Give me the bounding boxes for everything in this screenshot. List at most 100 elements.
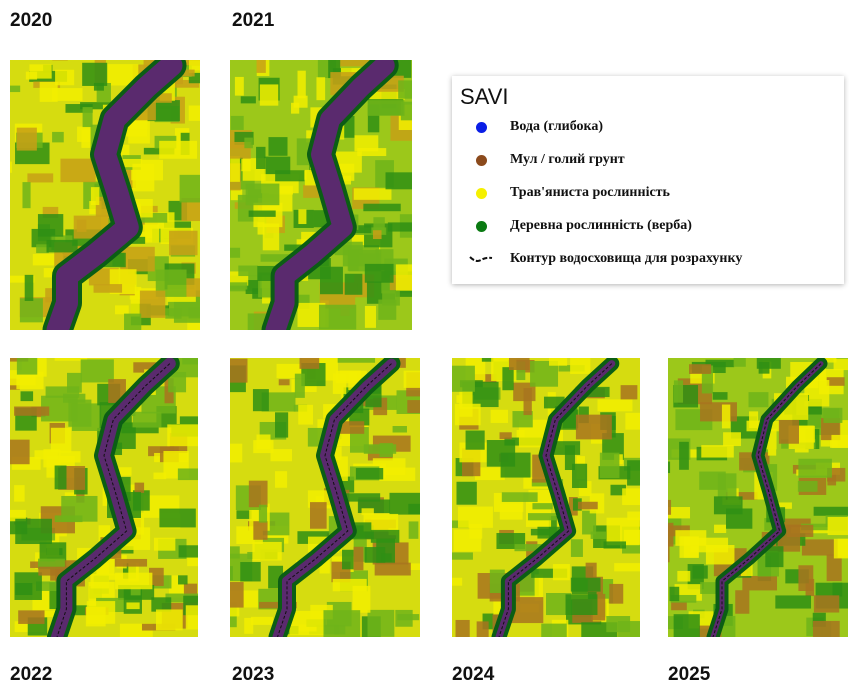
reservoir — [46, 60, 183, 330]
legend-dot — [475, 121, 487, 133]
field — [316, 77, 326, 101]
field — [361, 508, 374, 516]
reservoir-contour — [712, 363, 822, 637]
field — [102, 573, 125, 580]
field — [298, 209, 307, 225]
field — [60, 158, 96, 183]
field — [385, 172, 412, 190]
field — [19, 298, 43, 323]
satellite-map — [452, 358, 640, 637]
field — [120, 158, 143, 168]
field — [275, 170, 305, 182]
field — [262, 223, 280, 251]
field — [65, 104, 93, 113]
field — [673, 614, 700, 637]
field — [452, 577, 463, 586]
field — [55, 69, 75, 86]
field — [132, 411, 162, 428]
field — [572, 498, 582, 511]
field — [186, 278, 200, 297]
field — [179, 416, 198, 424]
field — [610, 484, 626, 496]
legend-symbol — [466, 252, 496, 266]
legend-label: Трав'яниста рослинність — [510, 185, 670, 200]
year-label: 2020 — [10, 10, 53, 31]
field — [669, 586, 680, 602]
field — [801, 523, 830, 531]
field — [143, 147, 175, 155]
field — [590, 531, 606, 539]
field — [153, 537, 176, 551]
field — [253, 521, 268, 540]
field — [345, 493, 381, 502]
field — [714, 524, 727, 534]
year-label: 2021 — [232, 10, 275, 31]
field — [244, 617, 254, 634]
field — [93, 82, 104, 91]
field — [46, 239, 78, 253]
legend-label: Контур водосховища для розрахунку — [510, 251, 743, 266]
field — [476, 621, 489, 637]
field — [177, 468, 198, 481]
field — [230, 156, 240, 182]
field — [240, 96, 256, 104]
field — [52, 60, 68, 61]
field — [291, 102, 300, 114]
field — [167, 424, 198, 447]
field — [20, 391, 34, 402]
field — [15, 518, 52, 545]
field — [344, 273, 363, 295]
field — [278, 379, 290, 386]
field — [168, 371, 187, 393]
field — [614, 563, 640, 572]
field — [499, 432, 512, 440]
satellite-map — [10, 60, 200, 330]
field — [90, 187, 100, 206]
field — [248, 480, 268, 508]
legend-title: SAVI — [460, 84, 509, 109]
field — [458, 506, 493, 528]
field — [298, 404, 314, 425]
field — [76, 219, 87, 232]
field — [689, 364, 712, 374]
field — [552, 564, 570, 581]
field — [577, 501, 598, 510]
field — [165, 593, 198, 603]
field — [284, 244, 307, 251]
field — [692, 565, 708, 579]
field — [27, 173, 54, 183]
field — [546, 592, 572, 616]
field — [742, 575, 778, 591]
field — [622, 488, 640, 506]
field — [606, 517, 640, 546]
field — [275, 471, 288, 488]
year-label: 2025 — [668, 664, 711, 685]
field — [230, 358, 248, 383]
field — [10, 275, 35, 283]
field — [673, 380, 684, 403]
legend-symbol — [466, 153, 496, 167]
field — [256, 60, 266, 73]
field — [120, 246, 155, 272]
field — [37, 558, 65, 570]
field — [85, 606, 106, 627]
field — [725, 492, 758, 500]
field — [10, 161, 12, 173]
field — [124, 313, 142, 330]
field — [530, 528, 550, 536]
field — [134, 482, 145, 493]
field — [355, 225, 372, 234]
field — [149, 567, 164, 586]
field — [508, 358, 530, 370]
field — [297, 70, 306, 99]
field — [121, 422, 159, 434]
field — [14, 406, 50, 416]
field — [363, 513, 399, 532]
field — [500, 452, 531, 478]
field — [534, 574, 543, 601]
legend-symbol — [466, 120, 496, 134]
field — [387, 222, 412, 232]
field — [582, 510, 597, 535]
field — [256, 146, 266, 169]
field — [541, 623, 567, 637]
